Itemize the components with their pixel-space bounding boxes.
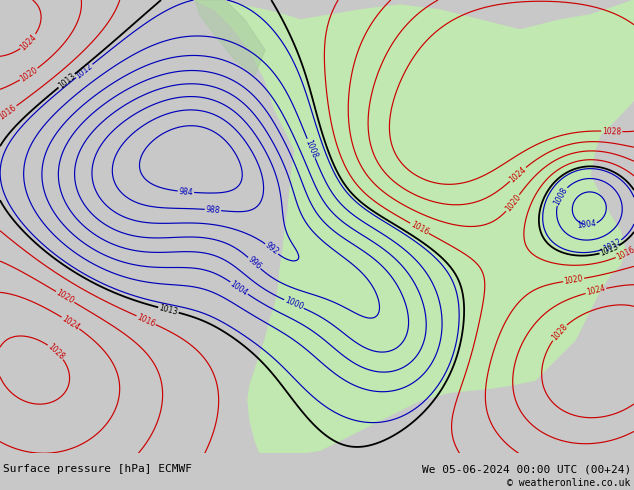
Text: 1020: 1020 <box>503 193 522 214</box>
Text: Surface pressure [hPa] ECMWF: Surface pressure [hPa] ECMWF <box>3 465 192 474</box>
Text: 1013: 1013 <box>158 303 179 317</box>
Text: 1028: 1028 <box>46 342 66 362</box>
Text: 1016: 1016 <box>615 245 634 262</box>
Text: © weatheronline.co.uk: © weatheronline.co.uk <box>507 478 631 488</box>
Text: 1016: 1016 <box>136 312 157 328</box>
Text: 1016: 1016 <box>0 103 18 121</box>
Text: 1024: 1024 <box>60 314 81 332</box>
Text: 1020: 1020 <box>564 274 584 286</box>
Text: 996: 996 <box>246 255 262 271</box>
Text: 1028: 1028 <box>602 126 621 136</box>
Text: 1008: 1008 <box>304 138 319 159</box>
Text: 1024: 1024 <box>508 165 528 184</box>
Text: 1008: 1008 <box>552 186 569 207</box>
Text: 1013: 1013 <box>56 71 77 90</box>
Text: 1004: 1004 <box>576 219 597 230</box>
Text: 1012: 1012 <box>74 61 94 80</box>
Polygon shape <box>195 0 634 453</box>
Text: 1004: 1004 <box>229 279 250 297</box>
Polygon shape <box>195 0 265 75</box>
Text: We 05-06-2024 00:00 UTC (00+24): We 05-06-2024 00:00 UTC (00+24) <box>422 465 631 474</box>
Text: 1024: 1024 <box>18 32 39 52</box>
Text: 1013: 1013 <box>599 242 620 258</box>
Text: 984: 984 <box>178 187 193 197</box>
Text: 1028: 1028 <box>550 322 569 343</box>
Text: 1016: 1016 <box>409 220 430 237</box>
Text: 992: 992 <box>263 241 280 257</box>
Text: 1024: 1024 <box>585 284 606 297</box>
Text: 1000: 1000 <box>283 296 305 312</box>
Text: 1020: 1020 <box>18 65 39 83</box>
Text: 988: 988 <box>205 205 221 215</box>
Text: 1020: 1020 <box>55 288 75 306</box>
Text: 1012: 1012 <box>602 237 623 254</box>
